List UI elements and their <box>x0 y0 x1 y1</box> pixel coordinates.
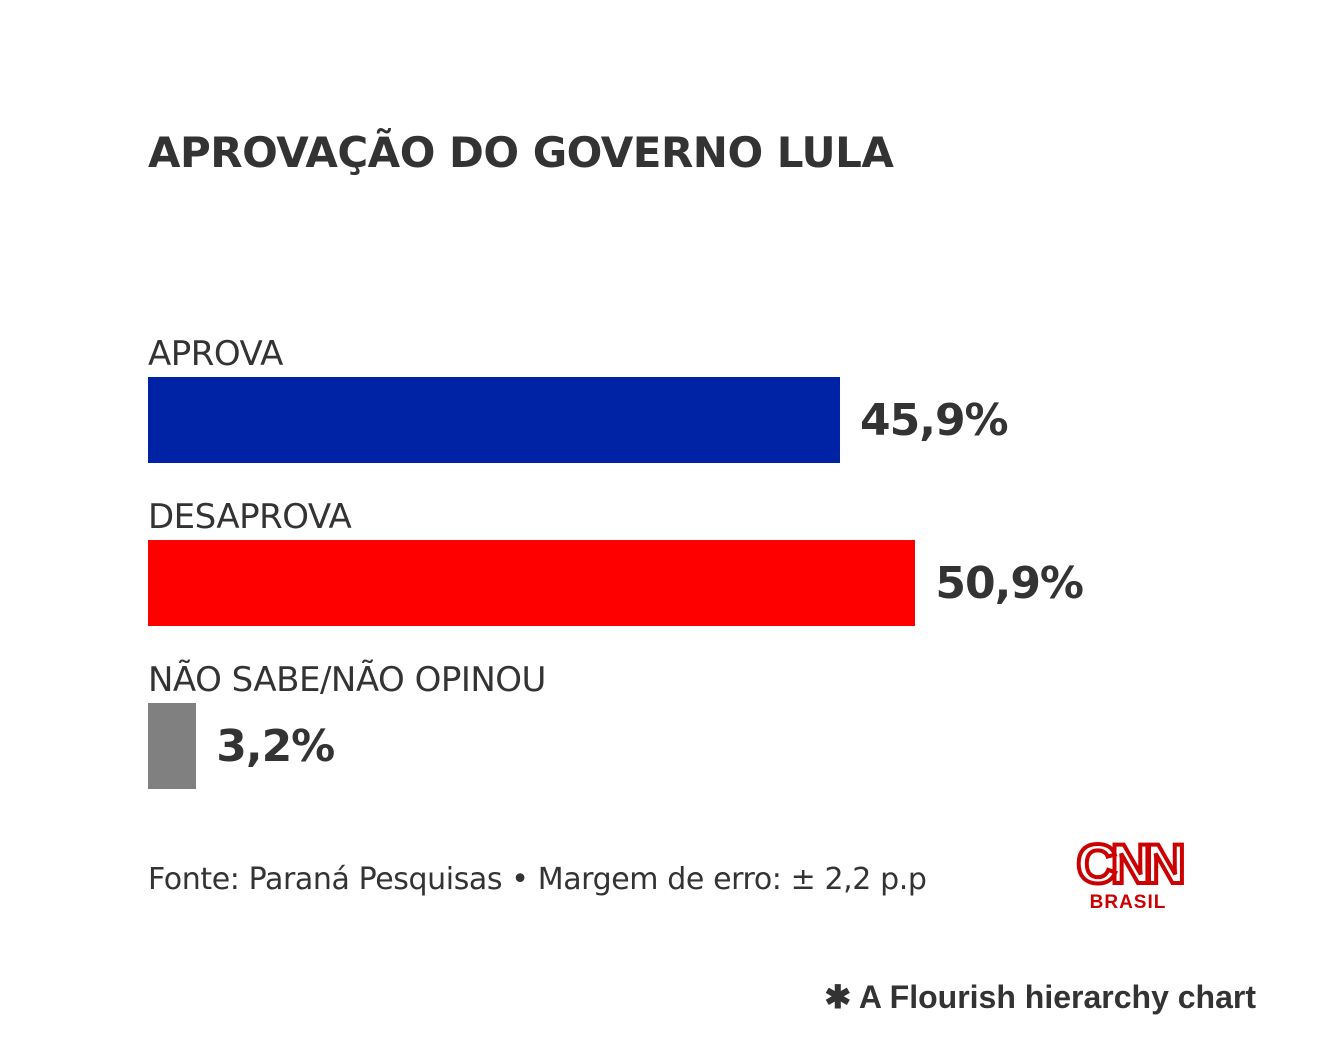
chart-title: APROVAÇÃO DO GOVERNO LULA <box>148 128 894 177</box>
bar <box>148 377 840 463</box>
flourish-credit-link[interactable]: ✱ A Flourish hierarchy chart <box>824 978 1256 1016</box>
category-label: DESAPROVA <box>148 497 352 537</box>
value-label: 3,2% <box>216 720 335 772</box>
bar <box>148 703 197 789</box>
bar-row: NÃO SABE/NÃO OPINOU 3,2% <box>148 658 546 790</box>
flourish-credit-label: A Flourish hierarchy chart <box>858 979 1256 1015</box>
bar-row: APROVA 45,9% <box>148 332 1009 464</box>
flourish-asterisk-icon: ✱ <box>824 979 852 1015</box>
value-label: 45,9% <box>860 394 1009 446</box>
category-label: NÃO SABE/NÃO OPINOU <box>148 660 546 700</box>
source-note: Fonte: Paraná Pesquisas • Margem de erro… <box>148 862 927 897</box>
cnn-brasil-logo: CNN BRASIL <box>1074 832 1187 914</box>
category-label: APROVA <box>148 334 283 374</box>
bar-row: DESAPROVA 50,9% <box>148 495 1084 627</box>
bar <box>148 540 916 626</box>
value-label: 50,9% <box>935 557 1084 609</box>
